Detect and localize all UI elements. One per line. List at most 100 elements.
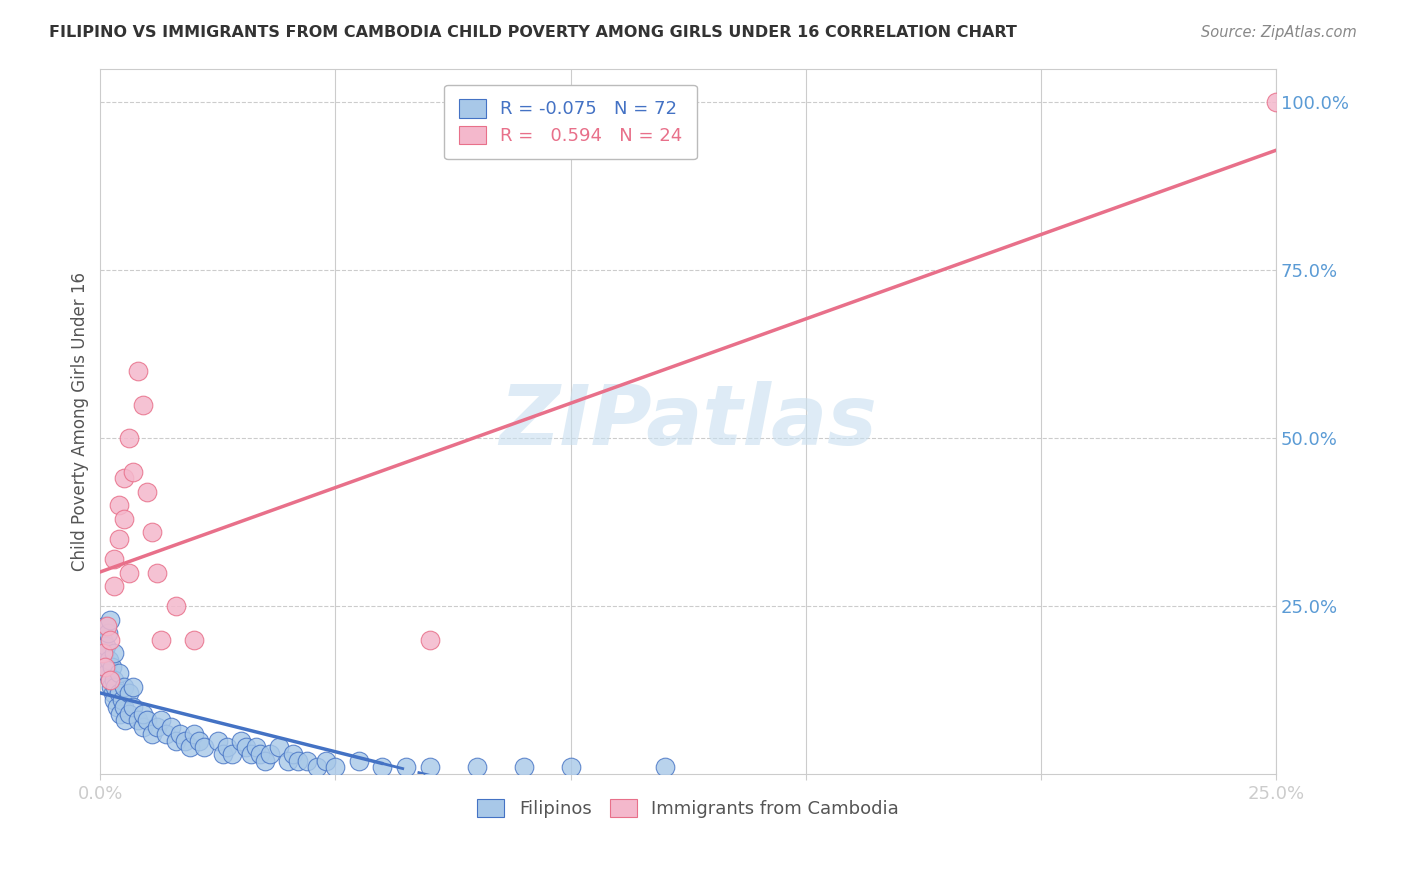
Point — [418, 760, 440, 774]
Point — [108, 666, 131, 681]
Point — [418, 632, 440, 647]
Point — [105, 700, 128, 714]
Point — [174, 733, 197, 747]
Point — [259, 747, 281, 761]
Point — [277, 754, 299, 768]
Point — [93, 646, 115, 660]
Point — [97, 653, 120, 667]
Point — [94, 619, 117, 633]
Point — [150, 714, 173, 728]
Point — [183, 632, 205, 647]
Point — [249, 747, 271, 761]
Point — [165, 733, 187, 747]
Point — [122, 465, 145, 479]
Point — [127, 714, 149, 728]
Point — [131, 720, 153, 734]
Text: Source: ZipAtlas.com: Source: ZipAtlas.com — [1201, 25, 1357, 40]
Point — [188, 733, 211, 747]
Point — [1265, 95, 1288, 109]
Point — [305, 760, 328, 774]
Point — [117, 566, 139, 580]
Point — [136, 714, 159, 728]
Point — [221, 747, 243, 761]
Point — [108, 532, 131, 546]
Point — [98, 632, 121, 647]
Point — [104, 680, 127, 694]
Point — [114, 714, 136, 728]
Point — [112, 700, 135, 714]
Y-axis label: Child Poverty Among Girls Under 16: Child Poverty Among Girls Under 16 — [72, 272, 89, 571]
Point — [103, 673, 125, 687]
Point — [155, 727, 177, 741]
Point — [235, 740, 257, 755]
Point — [112, 471, 135, 485]
Point — [101, 686, 124, 700]
Point — [512, 760, 534, 774]
Point — [315, 754, 337, 768]
Point — [211, 747, 233, 761]
Point — [96, 640, 118, 654]
Point — [108, 706, 131, 721]
Point — [136, 484, 159, 499]
Point — [146, 566, 169, 580]
Point — [97, 626, 120, 640]
Point — [239, 747, 262, 761]
Point — [103, 552, 125, 566]
Point — [207, 733, 229, 747]
Point — [150, 632, 173, 647]
Point — [98, 613, 121, 627]
Point — [183, 727, 205, 741]
Point — [160, 720, 183, 734]
Point — [131, 706, 153, 721]
Point — [112, 680, 135, 694]
Point — [245, 740, 267, 755]
Point — [267, 740, 290, 755]
Point — [112, 512, 135, 526]
Point — [103, 693, 125, 707]
Point — [108, 499, 131, 513]
Point — [122, 700, 145, 714]
Point — [179, 740, 201, 755]
Point — [297, 754, 319, 768]
Point — [127, 364, 149, 378]
Point — [371, 760, 394, 774]
Point — [103, 646, 125, 660]
Point — [98, 673, 121, 687]
Point — [146, 720, 169, 734]
Point — [231, 733, 253, 747]
Point — [100, 680, 122, 694]
Point — [287, 754, 309, 768]
Point — [131, 398, 153, 412]
Text: FILIPINO VS IMMIGRANTS FROM CAMBODIA CHILD POVERTY AMONG GIRLS UNDER 16 CORRELAT: FILIPINO VS IMMIGRANTS FROM CAMBODIA CHI… — [49, 25, 1017, 40]
Point — [560, 760, 582, 774]
Point — [281, 747, 304, 761]
Point — [117, 686, 139, 700]
Legend: Filipinos, Immigrants from Cambodia: Filipinos, Immigrants from Cambodia — [470, 791, 907, 825]
Point — [465, 760, 488, 774]
Point — [117, 706, 139, 721]
Point — [117, 431, 139, 445]
Point — [347, 754, 370, 768]
Point — [94, 659, 117, 673]
Point — [165, 599, 187, 614]
Point — [395, 760, 418, 774]
Point — [91, 632, 114, 647]
Point — [96, 619, 118, 633]
Point — [169, 727, 191, 741]
Point — [654, 760, 676, 774]
Point — [91, 646, 114, 660]
Point — [325, 760, 347, 774]
Point — [141, 525, 163, 540]
Point — [108, 686, 131, 700]
Point — [94, 659, 117, 673]
Point — [98, 673, 121, 687]
Point — [96, 666, 118, 681]
Point — [122, 680, 145, 694]
Point — [253, 754, 276, 768]
Point — [103, 579, 125, 593]
Point — [110, 693, 132, 707]
Point — [217, 740, 239, 755]
Point — [101, 659, 124, 673]
Text: ZIPatlas: ZIPatlas — [499, 381, 877, 462]
Point — [141, 727, 163, 741]
